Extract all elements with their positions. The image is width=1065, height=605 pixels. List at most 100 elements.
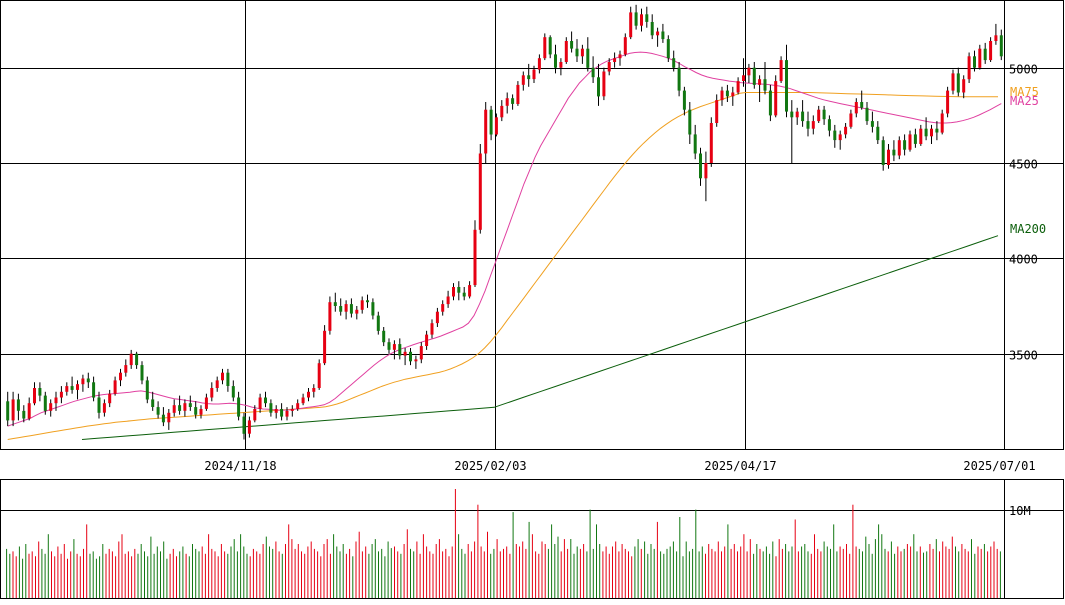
candle-up — [946, 90, 950, 114]
candle-up — [736, 81, 740, 93]
candle-up — [215, 380, 219, 388]
candle-down — [269, 403, 273, 413]
ma200-line — [81, 235, 999, 440]
candle-down — [226, 372, 230, 386]
candle-up — [559, 62, 563, 68]
volume-panel-frame — [0, 479, 1064, 599]
candle-down — [693, 134, 697, 154]
ma25-line — [7, 51, 1002, 427]
candle-down — [924, 128, 928, 137]
candle-up — [629, 12, 633, 38]
candle-down — [366, 300, 369, 303]
candle-up — [623, 37, 627, 55]
candle-up — [887, 149, 890, 165]
candle-up — [543, 37, 547, 59]
candle-down — [661, 31, 665, 40]
candle-down — [822, 109, 826, 120]
candle-up — [811, 121, 815, 129]
candle-down — [382, 330, 386, 343]
candle-up — [441, 304, 445, 312]
ma75-line — [7, 92, 998, 440]
candle-up — [779, 60, 783, 82]
candle-down — [881, 140, 885, 165]
candle-up — [167, 412, 171, 423]
candle-up — [274, 409, 278, 413]
candle-up — [49, 403, 53, 411]
candle-down — [140, 365, 144, 381]
candle-down — [666, 39, 670, 59]
x-tick-label: 2025/04/17 — [704, 459, 776, 473]
candle-up — [11, 399, 15, 421]
candle-up — [221, 372, 224, 381]
volume-tick-label: 10M — [1009, 504, 1031, 518]
candle-up — [720, 90, 724, 101]
candle-up — [33, 388, 36, 404]
x-tick-label: 2025/07/01 — [963, 459, 1035, 473]
candle-down — [333, 302, 337, 306]
candle-up — [537, 58, 541, 70]
candle-up — [452, 287, 455, 297]
candle-up — [989, 41, 993, 61]
candle-down — [188, 403, 192, 407]
candle-up — [731, 92, 735, 97]
candle-down — [194, 407, 198, 415]
candle-down — [688, 109, 692, 135]
candle-down — [699, 153, 702, 179]
candle-up — [285, 410, 289, 417]
ma-label-ma75: MA75 — [1010, 85, 1039, 99]
candle-up — [618, 54, 622, 59]
candle-up — [414, 359, 418, 362]
candle-down — [768, 90, 772, 116]
candle-down — [876, 126, 880, 141]
candle-up — [516, 84, 520, 104]
candle-down — [264, 397, 267, 404]
candle-down — [575, 48, 579, 57]
candle-down — [973, 56, 976, 68]
candle-up — [473, 229, 477, 286]
candle-up — [446, 296, 450, 305]
candle-down — [677, 67, 681, 91]
candle-up — [59, 391, 63, 398]
candle-up — [119, 372, 122, 381]
candle-down — [913, 134, 917, 144]
candle-up — [747, 67, 751, 76]
y-tick-label: 5000 — [1009, 63, 1038, 77]
candle-down — [231, 386, 235, 398]
candle-down — [956, 73, 960, 93]
candle-up — [344, 304, 348, 312]
candle-down — [645, 14, 649, 22]
candle-down — [409, 351, 412, 362]
candle-up — [296, 403, 300, 409]
candle-up — [27, 403, 31, 419]
candle-down — [145, 380, 149, 400]
candle-down — [22, 410, 26, 419]
candle-down — [38, 388, 42, 396]
candle-up — [844, 126, 848, 135]
candle-up — [940, 113, 944, 133]
candle-up — [199, 409, 203, 415]
candle-up — [967, 56, 971, 80]
candle-up — [640, 14, 643, 26]
candle-down — [92, 382, 96, 398]
candle-down — [903, 140, 907, 150]
candle-up — [908, 134, 912, 150]
candle-down — [870, 121, 874, 127]
candle-up — [323, 330, 327, 364]
price-panel-frame — [0, 0, 1064, 450]
candle-down — [597, 77, 600, 97]
candle-up — [425, 334, 429, 346]
candle-down — [752, 67, 756, 85]
candle-down — [999, 35, 1003, 57]
candle-up — [360, 300, 364, 310]
candle-up — [564, 41, 568, 62]
y-tick-label: 4000 — [1009, 253, 1038, 267]
candle-down — [16, 399, 20, 411]
candle-down — [892, 149, 896, 156]
candle-down — [790, 111, 794, 118]
candle-up — [419, 346, 423, 360]
candle-up — [355, 309, 359, 314]
candle-down — [462, 292, 466, 297]
candle-down — [785, 60, 788, 112]
candle-down — [161, 414, 165, 423]
